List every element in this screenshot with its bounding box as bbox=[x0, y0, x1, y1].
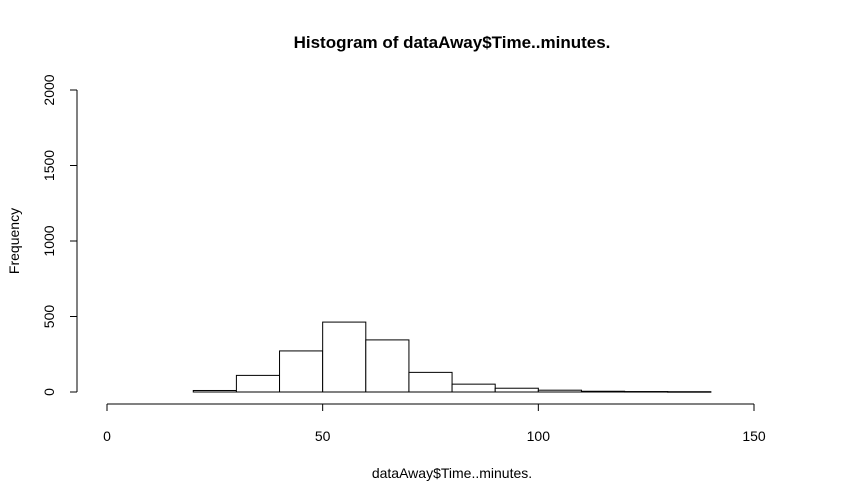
x-axis-label: dataAway$Time..minutes. bbox=[372, 465, 532, 481]
histogram-bar bbox=[667, 391, 712, 393]
y-axis-label: Frequency bbox=[6, 208, 22, 274]
chart-title: Histogram of dataAway$Time..minutes. bbox=[294, 33, 611, 52]
histogram-bars bbox=[192, 321, 712, 393]
x-tick-label: 150 bbox=[742, 428, 766, 444]
histogram-bar bbox=[537, 389, 582, 393]
y-tick-label: 500 bbox=[41, 305, 57, 329]
histogram-bar bbox=[624, 391, 669, 393]
histogram-bar bbox=[365, 339, 410, 393]
histogram-bar bbox=[580, 390, 626, 393]
y-axis: 0 500 1000 1500 2000 bbox=[41, 74, 78, 396]
histogram-bar bbox=[451, 383, 496, 393]
histogram-bar bbox=[279, 350, 324, 393]
y-tick-label: 1000 bbox=[41, 225, 57, 256]
histogram-bar bbox=[322, 321, 367, 393]
histogram-bar bbox=[494, 387, 539, 393]
x-tick-label: 100 bbox=[527, 428, 551, 444]
y-tick-label: 2000 bbox=[41, 74, 57, 105]
x-tick-label: 50 bbox=[315, 428, 331, 444]
histogram-bar bbox=[408, 371, 453, 393]
y-tick-label: 1500 bbox=[41, 150, 57, 181]
histogram-bar bbox=[192, 389, 237, 393]
y-tick-label: 0 bbox=[41, 388, 57, 396]
histogram-bar bbox=[235, 374, 281, 393]
x-tick-label: 0 bbox=[103, 428, 111, 444]
x-axis: 0 50 100 150 bbox=[103, 403, 766, 444]
